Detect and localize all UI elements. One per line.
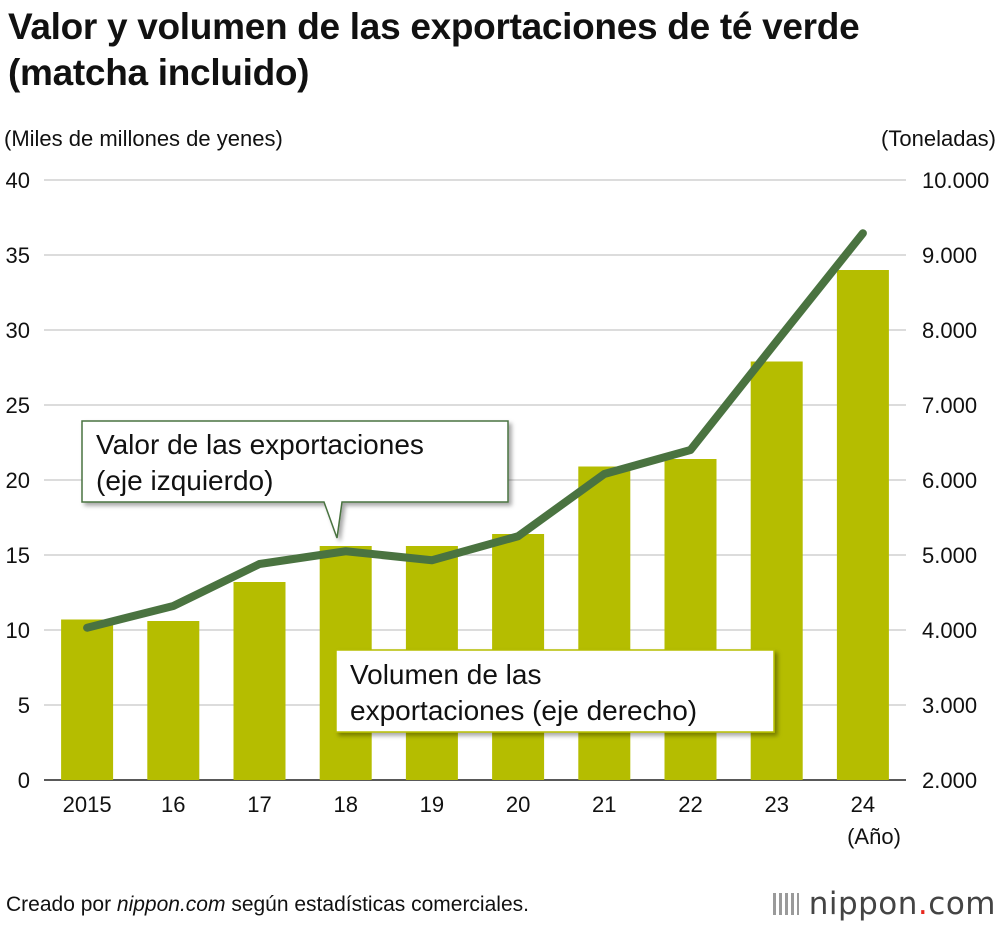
left-tick-label: 35 [6,243,30,268]
value-callout-line-2: (eje izquierdo) [96,465,273,496]
right-tick-label: 10.000 [922,168,989,193]
x-tick-label: 21 [592,792,616,817]
right-tick-label: 7.000 [922,393,977,418]
left-tick-label: 15 [6,543,30,568]
value-callout-line-1: Valor de las exportaciones [96,429,424,460]
x-tick-label: 16 [161,792,185,817]
right-tick-label: 3.000 [922,693,977,718]
left-axis-ticks: 0 5 10 15 20 25 30 35 40 [6,168,30,793]
volume-line [83,229,867,632]
left-tick-label: 0 [18,768,30,793]
volume-callout: Volumen de las exportaciones (eje derech… [335,649,775,733]
bar [578,466,631,780]
x-tick-label: 2015 [63,792,112,817]
volume-callout-line-1: Volumen de las [350,659,541,690]
left-tick-label: 10 [6,618,30,643]
value-callout-box [81,420,509,539]
volume-callout-line-2: exportaciones (eje derecho) [350,695,697,726]
x-tick-label: 22 [678,792,702,817]
x-tick-label: 17 [247,792,271,817]
right-axis-label: (Toneladas) [881,126,996,151]
source-prefix: Creado por [6,893,117,916]
value-callout: Valor de las exportaciones (eje izquierd… [81,420,509,539]
left-tick-label: 30 [6,318,30,343]
left-tick-label: 5 [18,693,30,718]
volume-callout-box [335,649,775,733]
logo-name: nippon [808,886,918,922]
x-tick-label: 20 [506,792,530,817]
x-tick-label: 23 [764,792,788,817]
source-note: Creado por nippon.com según estadísticas… [6,893,529,917]
chart: (Miles de millones de yenes) (Toneladas)… [4,126,996,849]
right-tick-label: 4.000 [922,618,977,643]
left-tick-label: 25 [6,393,30,418]
right-axis-ticks: 2.000 3.000 4.000 5.000 6.000 7.000 8.000 9.000… [922,168,989,793]
x-tick-label: 19 [420,792,444,817]
x-tick-label: 18 [333,792,357,817]
logo-dot: . [917,886,929,922]
x-axis-unit: (Año) [847,824,901,849]
logo-tld: com [928,886,996,922]
left-tick-label: 20 [6,468,30,493]
bar [233,582,286,780]
x-axis-ticks: 2015 16 17 18 19 20 21 22 23 24 [63,792,876,817]
left-tick-label: 40 [6,168,30,193]
right-tick-label: 6.000 [922,468,977,493]
x-tick-label: 24 [851,792,875,817]
left-axis-label: (Miles de millones de yenes) [4,126,283,151]
source-site: nippon.com [116,893,226,916]
line-series [83,229,867,632]
source-suffix: según estadísticas comerciales. [225,893,529,916]
bar [836,270,889,780]
right-tick-label: 9.000 [922,243,977,268]
logo-bars-icon [772,893,799,915]
right-tick-label: 8.000 [922,318,977,343]
bar [147,621,200,780]
chart-title: Valor y volumen de las exportaciones de … [8,6,860,93]
right-tick-label: 2.000 [922,768,977,793]
right-tick-label: 5.000 [922,543,977,568]
bar [61,619,114,780]
nippon-logo: nippon.com [772,886,996,922]
